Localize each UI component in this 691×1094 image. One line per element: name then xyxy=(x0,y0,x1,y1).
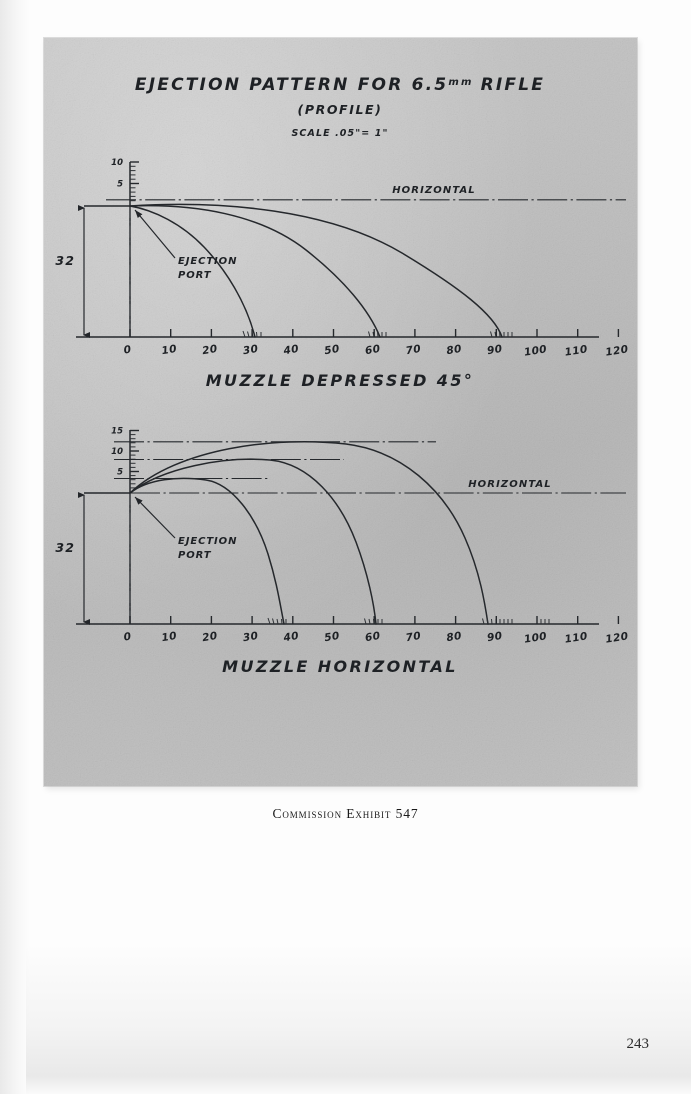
chart-muzzle-depressed-45: 10 5 HORIZONTAL xyxy=(55,158,629,390)
chart2-xtick-80: 80 xyxy=(446,630,463,644)
figure-title-tail: RIFLE xyxy=(481,75,545,95)
chart2-trajectory-long xyxy=(129,440,489,625)
chart2-xtick-20: 20 xyxy=(201,630,218,644)
chart1-xtick-20: 20 xyxy=(201,343,218,357)
chart2-xtick-30: 30 xyxy=(242,630,259,644)
chart-muzzle-horizontal: 15 10 5 HORIZONTAL xyxy=(55,427,629,677)
chart1-xtick-0: 0 xyxy=(123,344,133,357)
chart1-x-ticks: 0 10 20 30 40 50 60 70 80 90 100 110 120 xyxy=(123,329,630,359)
exhibit-caption: Commission Exhibit 547 xyxy=(272,806,419,821)
chart2-xtick-50: 50 xyxy=(323,630,340,644)
chart2-ejection-port-callout: EJECTION PORT xyxy=(134,496,237,561)
chart1-port-label-line1: EJECTION xyxy=(178,256,237,267)
chart1-xtick-30: 30 xyxy=(242,343,259,357)
chart1-xtick-100: 100 xyxy=(523,343,548,358)
page-bottom-haze xyxy=(26,944,691,1094)
chart2-horizontal-label: HORIZONTAL xyxy=(468,479,552,490)
chart1-xtick-10: 10 xyxy=(161,343,178,357)
chart2-x-ticks: 0 10 20 30 40 50 60 70 80 90 100 110 120 xyxy=(123,616,630,646)
exhibit-photograph: .ink { stroke:#2a2d31; fill:none; } .tra… xyxy=(44,38,637,786)
chart2-ytick-10: 10 xyxy=(111,447,123,457)
ejection-pattern-drawing: .ink { stroke:#2a2d31; fill:none; } .tra… xyxy=(55,75,629,677)
chart2-caption: MUZZLE HORIZONTAL xyxy=(222,657,458,676)
figure-heading: EJECTION PATTERN FOR 6.5mm RIFLE (PROFILE… xyxy=(135,75,545,139)
chart1-xtick-70: 70 xyxy=(405,343,422,357)
figure-title-main: EJECTION PATTERN FOR 6.5 xyxy=(135,75,448,95)
chart2-ytick-15: 15 xyxy=(111,427,123,437)
figure-subtitle: (PROFILE) xyxy=(298,102,383,117)
chart1-ytick-10: 10 xyxy=(111,158,123,168)
chart2-xtick-100: 100 xyxy=(523,630,548,645)
chart2-drop-dimension: 32 xyxy=(55,492,90,625)
chart1-trajectory-long xyxy=(129,203,503,338)
chart2-xtick-10: 10 xyxy=(161,630,178,644)
chart1-caption: MUZZLE DEPRESSED 45° xyxy=(206,371,475,390)
chart1-ejection-port-callout: EJECTION PORT xyxy=(134,209,237,281)
chart2-xtick-60: 60 xyxy=(364,630,381,644)
chart2-port-label-line2: PORT xyxy=(178,550,212,561)
figure-scale-note: SCALE .05"= 1" xyxy=(291,128,388,139)
chart1-horizontal-label: HORIZONTAL xyxy=(392,185,476,196)
chart2-xtick-110: 110 xyxy=(564,630,589,645)
chart2-xtick-40: 40 xyxy=(282,630,300,644)
chart1-xtick-50: 50 xyxy=(323,343,340,357)
chart2-trajectory-medium xyxy=(129,458,377,625)
chart1-ytick-5: 5 xyxy=(117,180,123,190)
page-number: 243 xyxy=(626,1036,650,1052)
chart1-drop-dimension-value: 32 xyxy=(55,253,75,268)
chart2-ytick-5: 5 xyxy=(117,468,123,478)
chart1-xtick-80: 80 xyxy=(446,343,463,357)
chart2-y-ticks: 15 10 5 xyxy=(111,427,139,489)
chart1-drop-dimension: 32 xyxy=(55,205,90,338)
chart2-landing-hatches xyxy=(267,617,550,625)
binding-gutter-shadow xyxy=(0,0,30,1094)
chart1-xtick-40: 40 xyxy=(282,343,300,357)
chart2-trajectory-short xyxy=(129,477,285,625)
chart2-xtick-120: 120 xyxy=(605,630,630,645)
chart1-xtick-90: 90 xyxy=(486,343,503,357)
chart1-xtick-60: 60 xyxy=(364,343,381,357)
chart2-xtick-70: 70 xyxy=(405,630,422,644)
chart1-xtick-110: 110 xyxy=(564,343,589,358)
chart2-xtick-0: 0 xyxy=(123,631,133,644)
chart1-port-label-line2: PORT xyxy=(178,270,212,281)
chart1-trajectory-medium xyxy=(129,204,381,338)
chart2-port-label-line1: EJECTION xyxy=(178,536,237,547)
figure-title-superscript: mm xyxy=(448,77,473,88)
chart2-xtick-90: 90 xyxy=(486,630,503,644)
chart1-trajectory-short xyxy=(129,205,256,338)
chart1-y-ticks: 10 5 xyxy=(111,158,139,202)
chart2-drop-dimension-value: 32 xyxy=(55,540,75,555)
chart1-xtick-120: 120 xyxy=(605,343,630,358)
